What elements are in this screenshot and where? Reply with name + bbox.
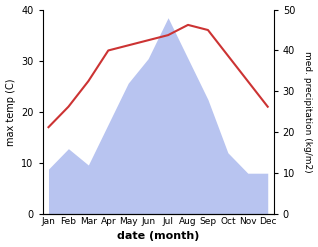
X-axis label: date (month): date (month): [117, 231, 199, 242]
Y-axis label: med. precipitation (kg/m2): med. precipitation (kg/m2): [303, 51, 313, 173]
Y-axis label: max temp (C): max temp (C): [5, 78, 16, 145]
